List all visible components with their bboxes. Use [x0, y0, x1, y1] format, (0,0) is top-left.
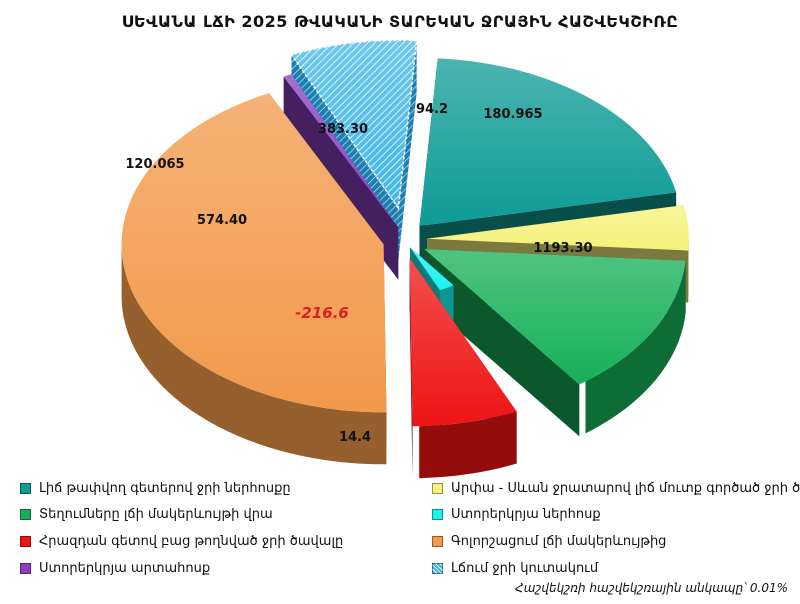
legend-swatch [432, 563, 443, 574]
legend-item: Ստորերկրյա արտահոսք [20, 561, 210, 576]
slice-top [290, 39, 418, 211]
slice-wall [398, 40, 417, 261]
slice-side [121, 246, 387, 465]
pie-slice [409, 258, 517, 479]
slice-top [409, 258, 517, 427]
legend-label: Գոլորշացում լճի մակերևույթից [451, 534, 667, 549]
slice-wall [409, 258, 413, 479]
slice-value-label: 1193.30 [533, 241, 592, 256]
legend-item: Արփա - Սևան ջրատարով լիճ մուտք գործած ջր… [432, 481, 800, 496]
legend-label: Ստորերկրյա ներհոսք [451, 507, 601, 522]
slice-value-label: -216.6 [295, 304, 349, 322]
legend-swatch [432, 509, 443, 520]
legend-swatch [20, 536, 31, 547]
legend-swatch [20, 483, 31, 494]
pie-slice [121, 93, 387, 465]
slice-top [426, 205, 689, 251]
slice-value-label: 180.965 [483, 107, 542, 122]
legend-item: Լճում ջրի կուտակում [432, 561, 598, 576]
legend-item: Հրազդան գետով բաց թողնված ջրի ծավալը [20, 534, 343, 549]
legend-swatch [432, 536, 443, 547]
legend-swatch [20, 509, 31, 520]
footnote: Հաշվեկշռի հաշվեկշռային անկապը՝ 0.01% [515, 581, 788, 595]
slice-side [585, 260, 686, 434]
legend-label: Լճում ջրի կուտակում [451, 561, 599, 576]
legend-label: Հրազդան գետով բաց թողնված ջրի ծավալը [39, 534, 344, 549]
legend-label: Տեղումները լճի մակերևույթի վրա [39, 507, 273, 522]
legend-swatch [20, 563, 31, 574]
legend-item: Գոլորշացում լճի մակերևույթից [432, 534, 666, 549]
slice-top [121, 93, 387, 413]
slice-wall [291, 74, 399, 280]
chart-title: ՍԵՎԱՆԱ ԼՃԻ 2025 ԹՎԱԿԱՆԻ ՏԱՐԵԿԱՆ ՋՐԱՅԻՆ Հ… [122, 12, 679, 31]
legend-swatch [432, 483, 443, 494]
slice-side [419, 411, 517, 479]
slice-value-label: 574.40 [197, 213, 247, 228]
pie-slice [424, 249, 686, 437]
pie-labels: 574.40 120.065 383.30 94.2 180.965 1193.30 14.… [125, 102, 592, 445]
slice-top [410, 247, 454, 291]
slice-top [419, 58, 677, 226]
legend-label: Լիճ թափվող գետերով ջրի ներհոսքը [39, 481, 291, 496]
slice-wall [424, 249, 580, 437]
slice-value-label: 383.30 [318, 122, 368, 137]
slice-top [283, 74, 399, 228]
legend-item: Ստորերկրյա ներհոսք [432, 507, 601, 522]
slice-value-label: 120.065 [125, 157, 184, 172]
slice-top [424, 249, 686, 385]
pie-slice [283, 74, 399, 280]
legend-item: Լիճ թափվող գետերով ջրի ներհոսքը [20, 481, 291, 496]
slice-value-label: 94.2 [416, 102, 448, 117]
pie-sides [121, 39, 689, 479]
slice-value-label: 14.4 [339, 430, 371, 445]
legend-label: Արփա - Սևան ջրատարով լիճ մուտք գործած ջր… [451, 481, 800, 496]
legend-label: Ստորերկրյա արտահոսք [39, 561, 211, 576]
legend-item: Տեղումները լճի մակերևույթի վրա [20, 507, 273, 522]
